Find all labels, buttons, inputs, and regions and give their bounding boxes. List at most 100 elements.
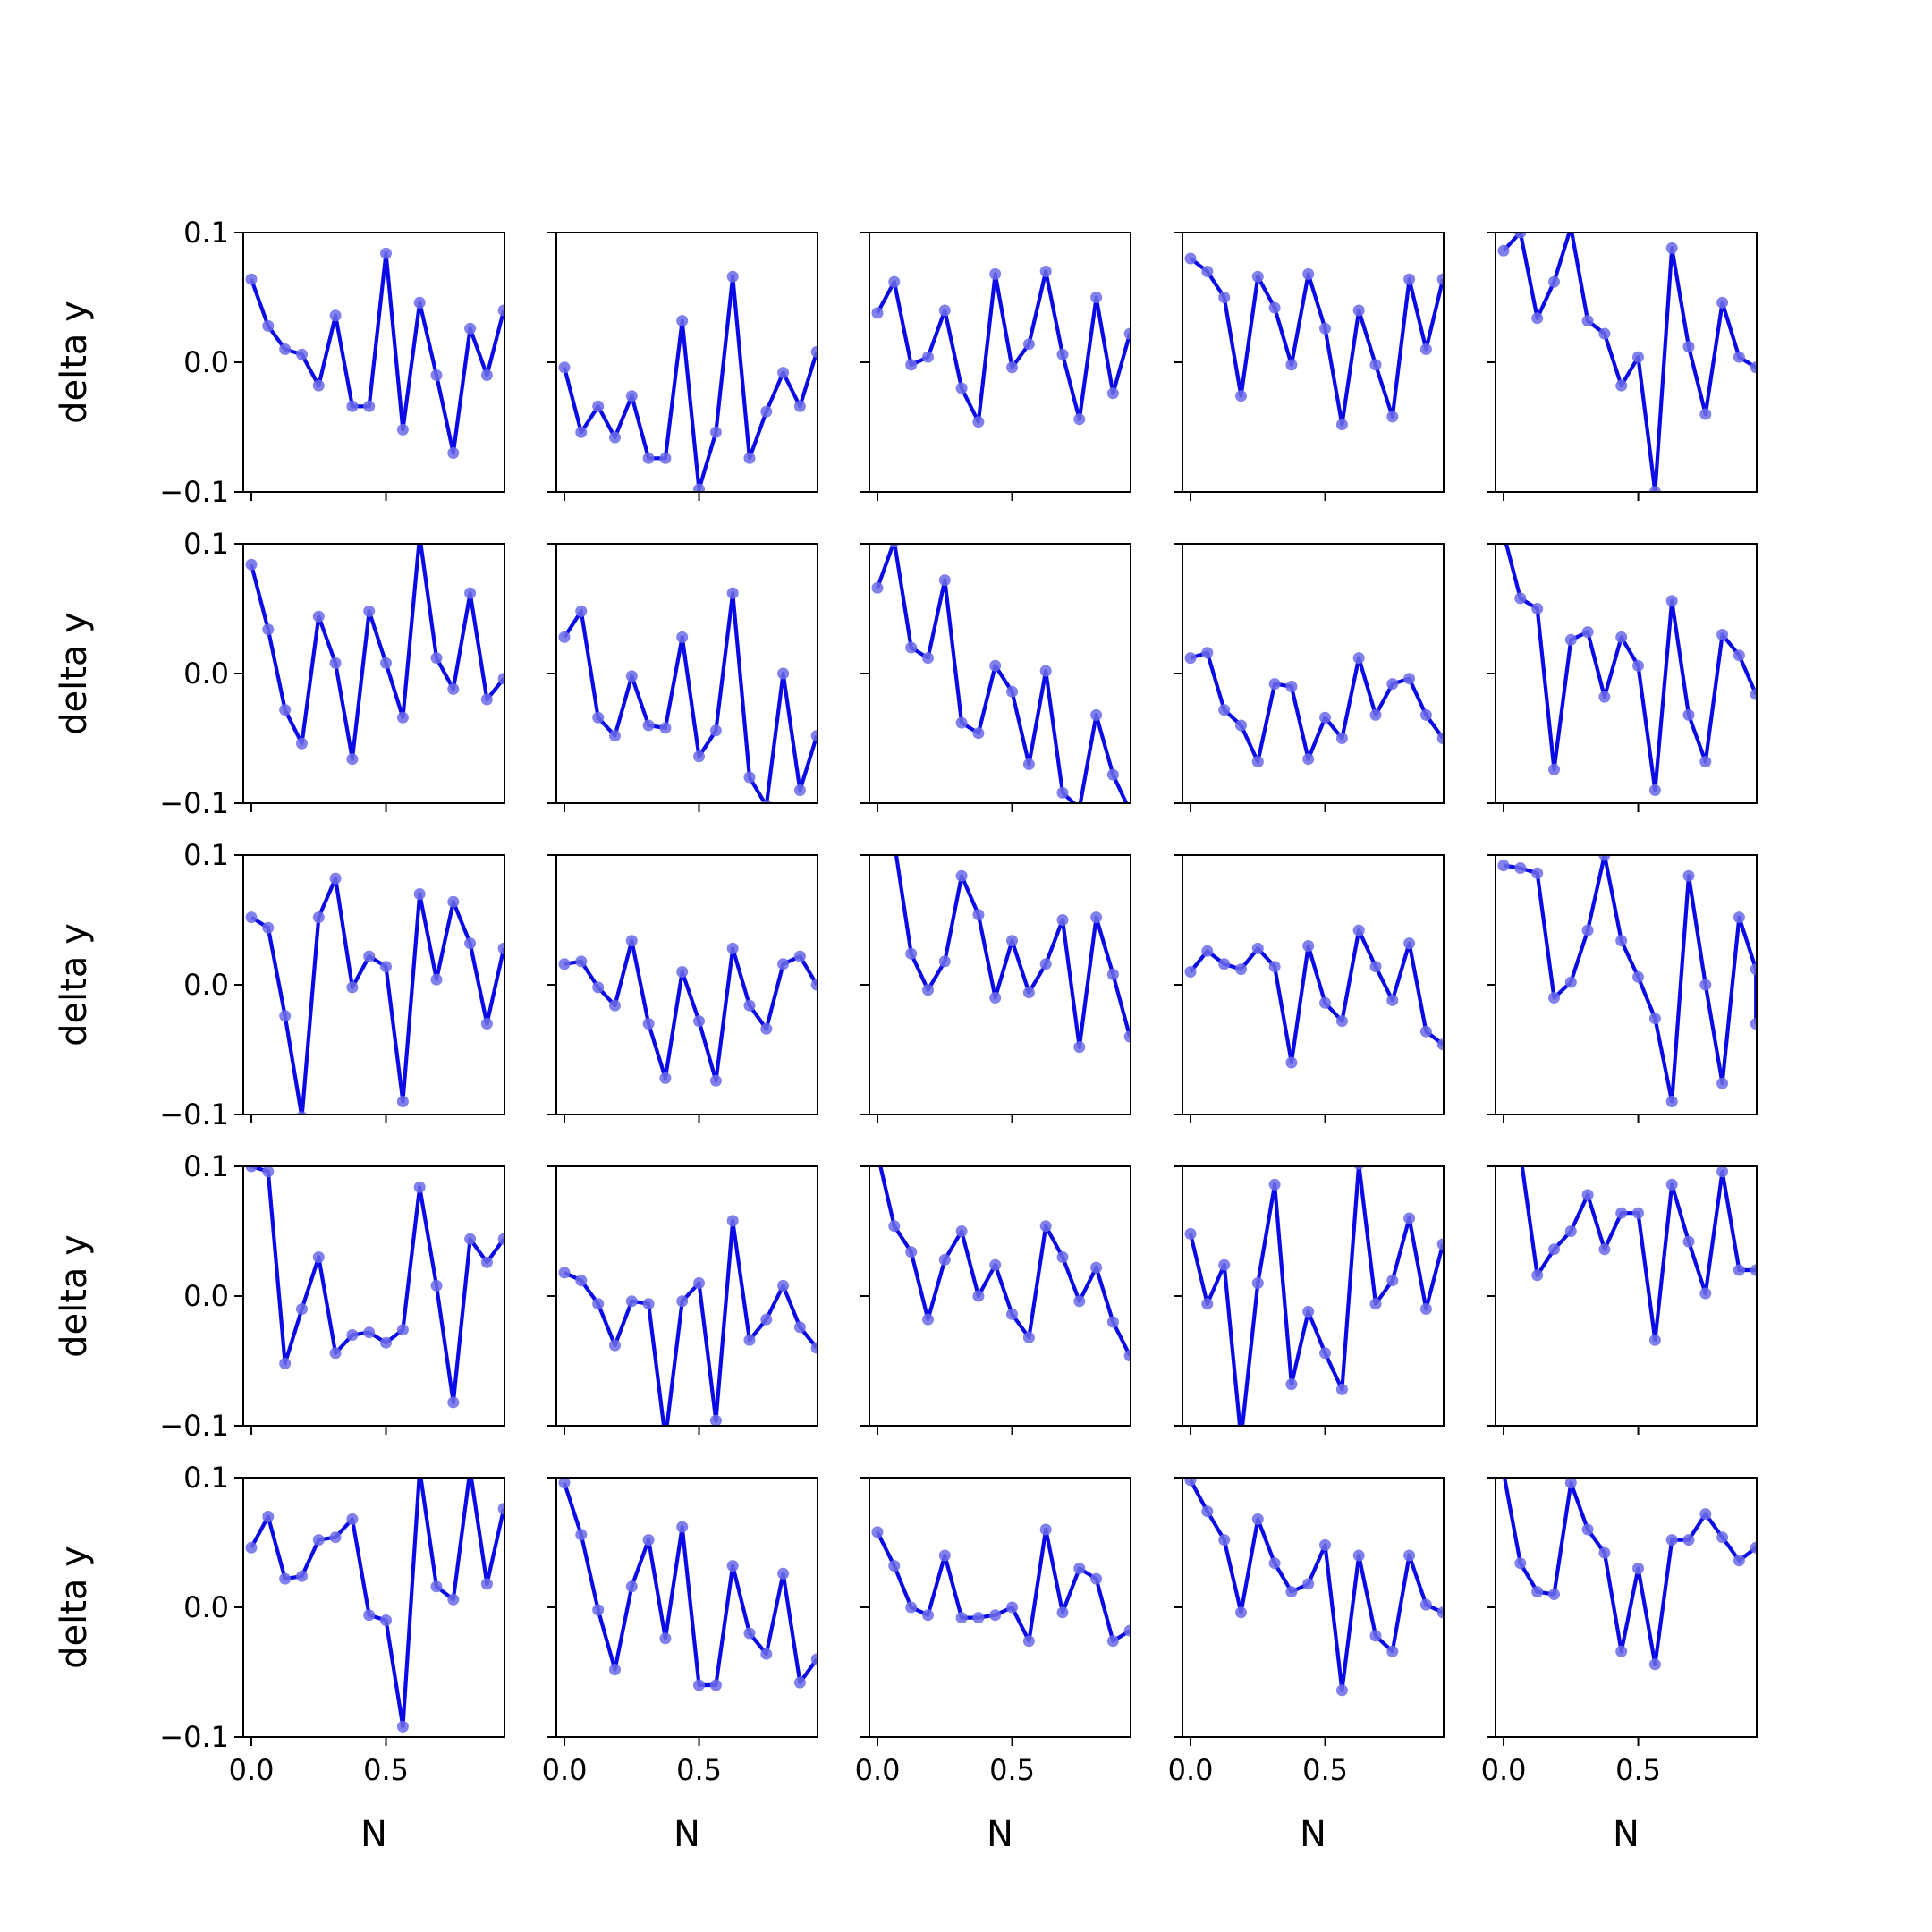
data-point [1531,312,1544,325]
data-point [464,322,477,335]
data-point [726,1560,739,1572]
data-point [1531,1269,1544,1282]
data-point [1090,708,1103,721]
data-point [1598,1243,1611,1256]
data-point [922,351,934,363]
y-tick-label: 0.1 [183,838,229,872]
data-point [726,270,739,283]
data-point [1716,1531,1729,1544]
series-line [1189,928,1444,1065]
data-point [1531,867,1544,879]
data-point [1352,652,1365,665]
data-point [413,888,426,900]
data-point [1733,351,1745,363]
series-line [250,876,504,1114]
data-point [245,273,258,285]
x-tick-label: 0.5 [1302,1753,1348,1787]
data-point [760,800,772,803]
data-point [1251,1513,1264,1525]
data-point [1184,252,1197,265]
axes-frame [1182,543,1445,804]
data-point [575,955,588,968]
y-axis-label: delta y [54,923,95,1046]
data-point [972,909,985,921]
data-point [1201,945,1214,957]
data-point [380,961,392,973]
data-point [296,1570,308,1582]
panel-3-1: 0.1 0.0 −0.1 delta y [54,838,505,1131]
data-point [1403,1212,1416,1224]
data-point [1022,338,1035,351]
data-point [346,1329,359,1341]
data-point [1682,1534,1695,1546]
data-point [1497,860,1510,872]
data-point [1403,937,1416,950]
data-point [329,872,342,885]
data-point [346,753,359,766]
data-point [922,1313,934,1326]
data-point [888,544,900,547]
series-line [1189,257,1444,427]
data-point [1598,855,1611,861]
series-line [1520,1166,1757,1343]
data-point [480,369,493,381]
y-axis-label: delta y [54,301,95,424]
data-point [1403,273,1416,285]
data-point [955,716,968,729]
data-point [1733,1264,1745,1276]
data-point [262,921,275,934]
data-point [793,1321,806,1334]
panel-4-2 [547,1165,818,1435]
series-line [878,1166,1131,1357]
data-point [1386,1275,1399,1287]
data-point [1251,942,1264,954]
data-point [955,1612,968,1624]
data-point [989,992,1002,1004]
data-point [575,1529,588,1541]
data-point [396,1720,409,1733]
data-point [329,309,342,322]
data-point [1302,1305,1315,1318]
data-point [558,631,571,643]
data-point [1386,1645,1399,1657]
data-point [1565,222,1577,233]
data-point [760,1313,773,1326]
data-point [245,911,258,924]
data-point [1056,1606,1069,1619]
data-point [810,979,818,991]
data-point [693,1679,705,1691]
data-point [1184,1478,1197,1487]
data-point [1419,1025,1432,1038]
data-point [905,947,918,960]
panel-3-4 [1174,854,1445,1123]
data-point [793,1676,806,1689]
data-point [1632,970,1644,983]
data-point [279,1572,292,1585]
y-tick-label: 0.1 [183,1461,229,1495]
data-point [430,1580,443,1593]
data-point [871,1526,884,1538]
x-tick-label: 0.0 [855,1753,901,1787]
data-point [1598,1546,1611,1559]
data-point [1436,273,1444,285]
data-point [938,955,951,968]
data-point [609,1339,621,1352]
data-point [810,730,818,742]
data-point [592,981,605,994]
data-point [642,1298,655,1310]
series-line [1502,1478,1757,1666]
data-point [1665,242,1678,254]
data-point [575,605,588,617]
data-point [760,405,773,418]
data-point [1106,1316,1119,1328]
data-point [1124,805,1136,817]
series-line [876,269,1131,424]
data-point [558,1267,571,1279]
series-line [564,1218,818,1426]
data-point [922,984,934,996]
data-point [1268,301,1281,314]
data-point [296,737,308,750]
panel-1-1: 0.1 0.0 −0.1 delta y [54,216,505,509]
data-point [609,999,621,1012]
data-point [1039,1523,1052,1536]
